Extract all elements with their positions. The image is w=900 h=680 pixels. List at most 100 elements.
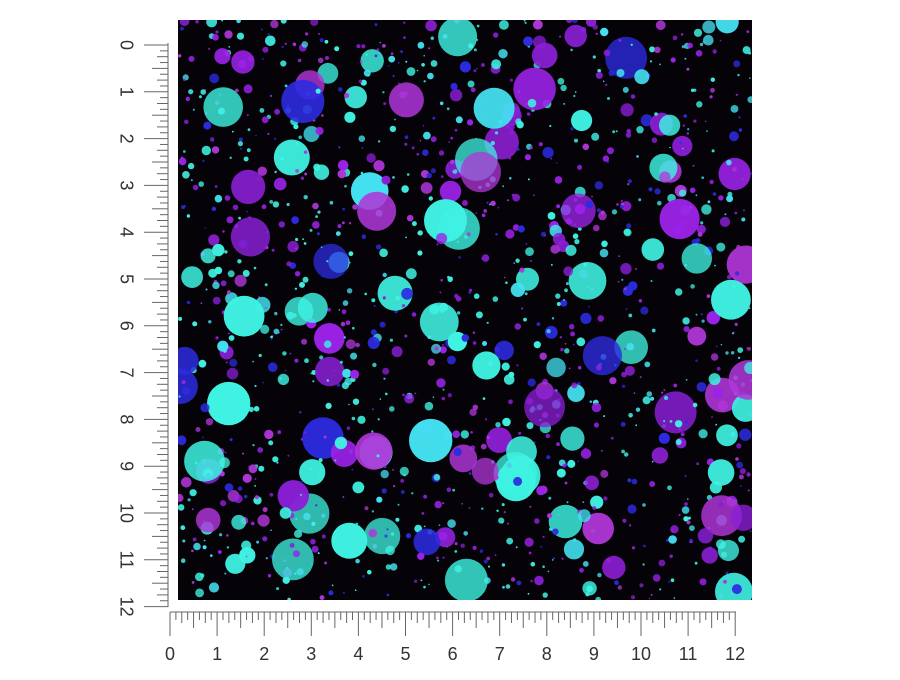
- splatter-dot: [388, 65, 390, 67]
- splatter-dot: [493, 32, 499, 38]
- splatter-dot: [734, 322, 738, 326]
- splatter-dot: [513, 476, 523, 486]
- splatter-dot: [300, 481, 303, 484]
- splatter-dot: [638, 198, 642, 202]
- splatter-dot: [486, 427, 512, 453]
- splatter-dot: [742, 209, 746, 212]
- splatter-dot: [344, 111, 356, 123]
- splatter-dot: [698, 429, 708, 439]
- splatter-dot: [264, 429, 274, 440]
- splatter-dot: [720, 343, 723, 346]
- splatter-dot: [651, 447, 669, 464]
- splatter-dot: [603, 49, 611, 57]
- splatter-dot: [421, 512, 425, 515]
- splatter-dot: [260, 324, 270, 334]
- splatter-dot: [625, 132, 632, 138]
- splatter-dot: [696, 101, 703, 108]
- splatter-dot: [437, 559, 440, 562]
- splatter-dot: [281, 45, 284, 49]
- splatter-dot: [195, 572, 204, 582]
- splatter-dot: [427, 358, 435, 366]
- splatter-dot: [663, 389, 666, 391]
- splatter-dot: [552, 232, 566, 246]
- splatter-dot: [270, 335, 273, 339]
- splatter-dot: [371, 298, 376, 303]
- splatter-dot: [686, 132, 690, 135]
- splatter-dot: [669, 420, 673, 423]
- splatter-dot: [203, 121, 212, 130]
- splatter-dot: [712, 388, 724, 399]
- splatter-dot: [699, 578, 707, 586]
- splatter-dot: [620, 421, 626, 427]
- splatter-dot: [582, 143, 590, 151]
- splatter-dot: [627, 183, 630, 186]
- splatter-dot: [245, 555, 248, 558]
- splatter-dot: [627, 478, 632, 483]
- splatter-dot: [453, 448, 462, 457]
- splatter-dot: [416, 69, 419, 72]
- splatter-dot: [746, 472, 751, 477]
- splatter-dot: [706, 294, 711, 298]
- splatter-dot: [687, 498, 689, 500]
- splatter-dot: [612, 130, 616, 134]
- splatter-dot: [600, 449, 603, 452]
- splatter-dot: [571, 382, 578, 389]
- splatter-dot: [469, 408, 477, 416]
- splatter-dot: [338, 146, 341, 149]
- splatter-dot: [295, 169, 300, 173]
- splatter-dot: [240, 147, 242, 150]
- x-ruler-label: 9: [589, 644, 599, 664]
- splatter-dot: [264, 283, 268, 287]
- splatter-dot: [679, 141, 683, 145]
- splatter-dot: [424, 199, 467, 243]
- splatter-dot: [689, 187, 696, 194]
- splatter-dot: [686, 520, 691, 525]
- splatter-dot: [681, 506, 690, 514]
- splatter-dot: [373, 160, 385, 172]
- splatter-dot: [382, 272, 387, 278]
- splatter-dot: [280, 328, 283, 331]
- splatter-dot: [334, 459, 337, 462]
- splatter-dot: [339, 360, 343, 364]
- splatter-dot: [219, 533, 223, 537]
- splatter-dot: [635, 424, 638, 427]
- splatter-dot: [711, 149, 715, 153]
- splatter-dot: [287, 240, 299, 253]
- splatter-dot: [559, 35, 562, 38]
- splatter-dot: [205, 288, 208, 291]
- splatter-dot: [621, 449, 625, 454]
- splatter-dot: [468, 472, 472, 475]
- splatter-dot: [501, 563, 506, 567]
- splatter-dot: [390, 563, 398, 571]
- splatter-dot: [420, 182, 433, 194]
- splatter-dot: [292, 42, 297, 47]
- x-ruler-label: 1: [212, 644, 222, 664]
- splatter-dot: [563, 539, 585, 560]
- splatter-dot: [401, 185, 409, 193]
- splatter-dot: [315, 215, 318, 218]
- splatter-dot: [674, 420, 683, 428]
- splatter-dot: [730, 504, 752, 531]
- splatter-dot: [516, 147, 520, 151]
- splatter-dot: [361, 44, 366, 49]
- splatter-dot: [342, 300, 349, 306]
- splatter-dot: [740, 485, 742, 487]
- splatter-dot: [682, 124, 685, 127]
- splatter-dot: [552, 557, 556, 560]
- splatter-dot: [319, 38, 324, 43]
- splatter-dot: [487, 360, 493, 367]
- splatter-dot: [390, 532, 395, 536]
- splatter-dot: [262, 536, 268, 542]
- splatter-dot: [481, 507, 484, 510]
- splatter-dot: [297, 292, 328, 323]
- splatter-dot: [591, 402, 602, 413]
- splatter-dot: [506, 436, 537, 467]
- splatter-dot: [240, 550, 246, 556]
- splatter-dot: [546, 455, 551, 460]
- splatter-dot: [178, 368, 198, 404]
- splatter-dot: [741, 217, 746, 222]
- splatter-dot: [428, 47, 431, 50]
- splatter-dot: [610, 436, 614, 440]
- splatter-dot: [310, 20, 319, 26]
- splatter-dot: [465, 211, 468, 214]
